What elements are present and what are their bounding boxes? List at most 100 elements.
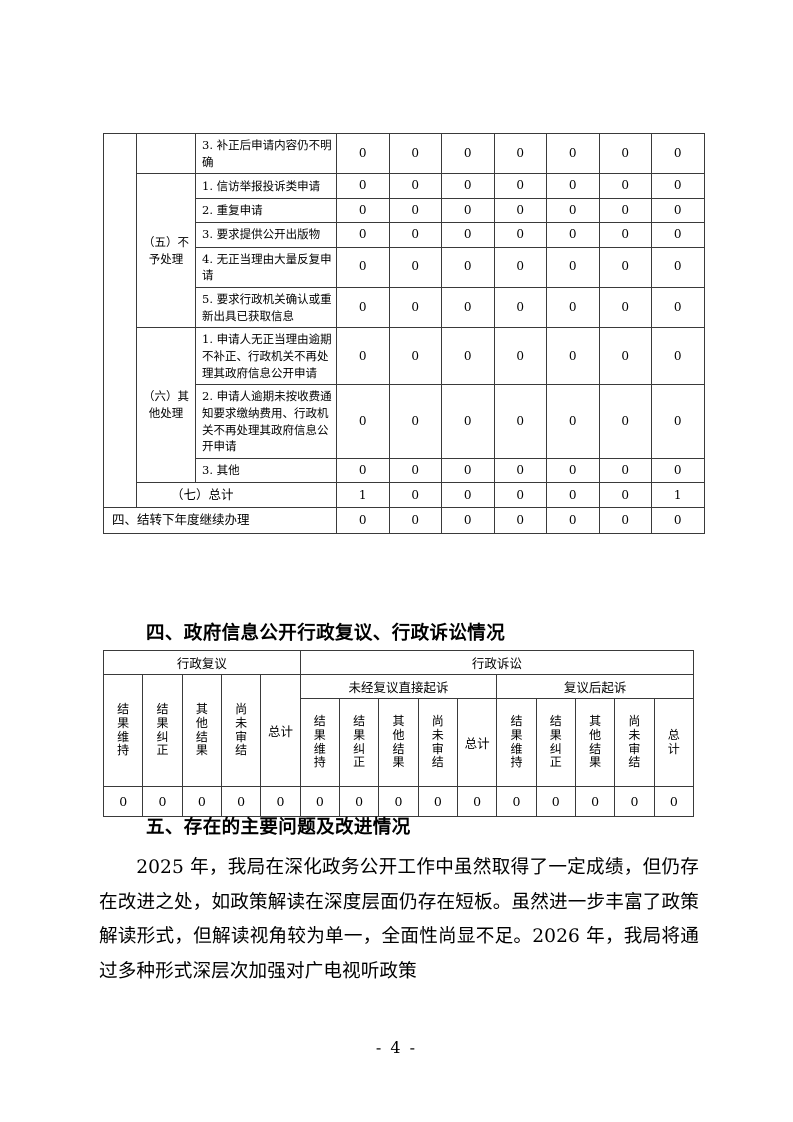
value-cell: 0	[535, 786, 576, 817]
col-label: 尚未审结	[628, 713, 641, 770]
item-label-cell: 1. 申请人无正当理由逾期不补正、行政机关不再处理其政府信息公开申请	[195, 327, 337, 386]
col-label: 结果纠正	[156, 701, 169, 758]
value-cell: 0	[598, 507, 652, 534]
value-cell: 0	[546, 173, 600, 199]
value-cell: 0	[220, 786, 262, 817]
value-cell: 0	[546, 246, 600, 288]
value-cell: 0	[598, 246, 652, 288]
item-label-cell: 2. 申请人逾期未按收费通知要求缴纳费用、行政机关不再处理其政府信息公开申请	[195, 384, 337, 459]
value-cell: 0	[388, 327, 442, 386]
value-cell: 0	[336, 384, 390, 459]
value-cell: 0	[388, 384, 442, 459]
group-administrative-reconsideration: 行政复议	[103, 650, 301, 675]
value-cell: 0	[496, 786, 537, 817]
value-cell: 0	[493, 327, 547, 386]
value-cell: 0	[598, 197, 652, 224]
value-cell: 0	[651, 173, 705, 199]
value-cell: 0	[388, 132, 442, 175]
value-cell: 0	[336, 286, 390, 329]
col-label: 结果维持	[117, 701, 130, 758]
value-cell: 0	[388, 286, 442, 329]
col-label: 结果纠正	[549, 713, 562, 770]
value-cell: 0	[388, 482, 442, 509]
value-cell: 0	[614, 786, 655, 817]
value-cell: 0	[441, 132, 495, 175]
value-cell: 0	[546, 222, 600, 248]
value-cell: 0	[493, 482, 547, 509]
row-label-carryover: 四、结转下年度继续办理	[103, 507, 337, 534]
value-cell: 0	[546, 132, 600, 175]
value-cell: 0	[651, 246, 705, 288]
table-row: 3. 要求提供公开出版物 0 0 0 0 0 0 0	[104, 222, 705, 248]
value-cell: 0	[546, 197, 600, 224]
value-cell: 0	[441, 457, 495, 484]
col-after-other: 其他结果	[574, 698, 616, 787]
value-cell: 0	[441, 327, 495, 386]
table-row: 3. 补正后申请内容仍不明确 0 0 0 0 0 0 0	[103, 132, 705, 509]
col-reconsideration-correct: 结果纠正	[142, 674, 183, 787]
value-cell: 0	[651, 286, 705, 329]
table-row: 四、结转下年度继续办理 0 0 0 0 0 0 0	[103, 507, 705, 534]
col-after-total: 总计	[653, 698, 695, 787]
value-cell: 0	[441, 246, 495, 288]
item-label-cell: 1. 信访举报投诉类申请	[195, 173, 337, 199]
subgroup-direct-litigation: 未经复议直接起诉	[299, 674, 498, 699]
item-label-cell: 2. 重复申请	[195, 197, 337, 224]
value-cell: 0	[441, 286, 495, 329]
col-label: 结果维持	[313, 713, 326, 770]
value-cell: 0	[651, 222, 705, 248]
value-cell: 0	[441, 384, 495, 459]
value-cell: 0	[181, 786, 222, 817]
value-cell: 0	[338, 786, 380, 817]
value-cell: 0	[441, 197, 495, 224]
value-cell: 0	[142, 786, 183, 817]
col-label: 结果纠正	[353, 713, 366, 770]
value-cell: 0	[388, 173, 442, 199]
value-cell: 0	[299, 786, 340, 817]
table2-column-label-row: 结果维持 结果纠正 其他结果 尚未审结 总计 结果维持 结果纠正 其他结果 尚未…	[104, 698, 695, 787]
table2-subgroup-header-row: 结果维持 结果纠正 其他结果 尚未审结 总计 未经复议直接起诉 复议后起诉	[102, 674, 694, 787]
item-label-cell: 3. 其他	[195, 457, 337, 484]
value-cell: 0	[388, 222, 442, 248]
value-cell: 0	[546, 457, 600, 484]
value-cell: 0	[598, 384, 652, 459]
col-reconsideration-other: 其他结果	[181, 674, 222, 787]
value-cell: 0	[493, 246, 547, 288]
col-label: 其他结果	[392, 713, 405, 770]
value-cell: 0	[441, 482, 495, 509]
value-cell: 0	[336, 132, 390, 175]
value-cell: 0	[441, 173, 495, 199]
col-after-uphold: 结果维持	[496, 698, 537, 787]
section-4-heading: 四、政府信息公开行政复议、行政诉讼情况	[146, 623, 506, 644]
value-cell: 0	[653, 786, 695, 817]
parent-group-cell	[103, 132, 137, 509]
value-cell: 0	[388, 246, 442, 288]
col-direct-pending: 尚未审结	[417, 698, 458, 787]
value-cell: 0	[651, 327, 705, 386]
value-cell: 0	[493, 197, 547, 224]
item-label-cell: 4. 无正当理由大量反复申请	[195, 246, 337, 288]
group-administrative-litigation: 行政诉讼	[299, 650, 695, 675]
application-handling-table: 3. 补正后申请内容仍不明确 0 0 0 0 0 0 0 （五）不予处理 1. 信访举报投诉类申请…	[103, 132, 705, 534]
value-cell: 0	[388, 197, 442, 224]
value-cell: 0	[546, 384, 600, 459]
value-cell: 0	[493, 457, 547, 484]
table-row: （七）总计 1 0 0 0 0 0 1	[104, 482, 705, 509]
value-cell: 0	[598, 482, 652, 509]
col-direct-total: 总计	[456, 698, 498, 787]
value-cell: 0	[598, 222, 652, 248]
col-label: 总计	[667, 727, 680, 756]
table-row: 5. 要求行政机关确认或重新出具已获取信息 0 0 0 0 0 0 0	[104, 286, 705, 329]
value-cell: 0	[546, 507, 600, 534]
value-cell: 0	[378, 786, 419, 817]
value-cell: 0	[598, 457, 652, 484]
value-cell: 0	[493, 507, 547, 534]
col-label: 尚未审结	[431, 713, 444, 770]
table-row: （五）不予处理 1. 信访举报投诉类申请 0 0 0 0 0 0 0	[104, 173, 705, 329]
value-cell: 0	[493, 173, 547, 199]
item-label-cell: 5. 要求行政机关确认或重新出具已获取信息	[195, 286, 337, 329]
page-number: - 4 -	[375, 1038, 418, 1057]
value-cell: 0	[598, 286, 652, 329]
col-reconsideration-pending: 尚未审结	[220, 674, 262, 787]
